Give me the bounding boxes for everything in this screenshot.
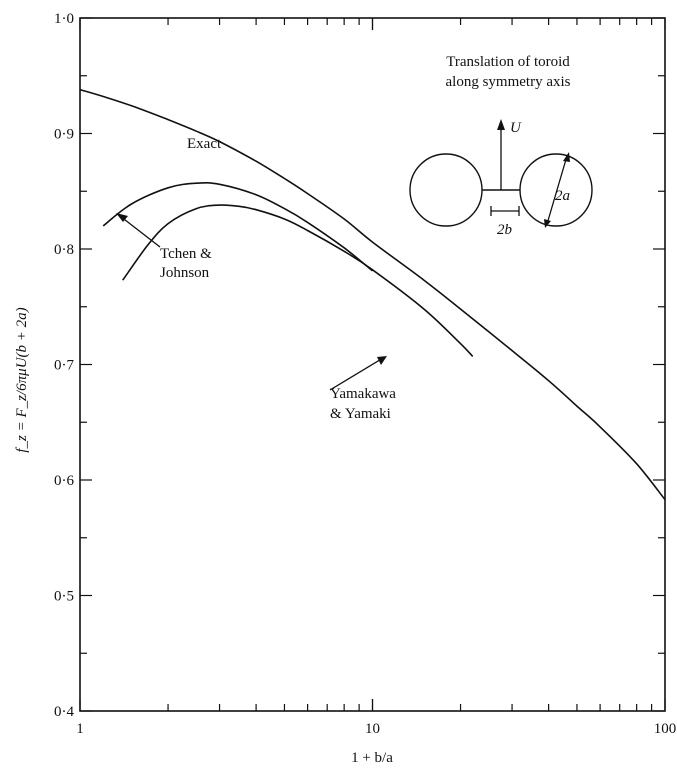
x-tick-label: 10 [365, 721, 380, 737]
yama-arrow-head [377, 356, 387, 365]
velocity-label: U [510, 120, 522, 136]
x-tick-label: 100 [654, 721, 677, 737]
gap-label: 2b [497, 222, 513, 238]
tchen-arrow-line [119, 215, 161, 248]
y-axis-label: f_z = F_z/6πμU(b + 2a) [14, 307, 30, 452]
velocity-arrow-head [497, 119, 505, 130]
label-yama-line1: Yamakawa [330, 386, 396, 402]
y-tick-label: 1·0 [54, 11, 74, 27]
tick-labels-group: 0·4 0·5 0·6 0·7 0·8 0·9 1·0 1 10 100 [54, 11, 676, 737]
inset-title-line1: Translation of toroid [446, 54, 570, 70]
series-line-yamakawa-yamaki [122, 204, 474, 357]
curves-group [79, 88, 666, 501]
series-line-tchen-johnson [102, 181, 374, 272]
label-tchen-line1: Tchen & [160, 246, 212, 262]
series-line-exact [79, 88, 666, 501]
y-tick-label: 0·7 [54, 358, 74, 374]
toroid-inset: Translation of toroid along symmetry axi… [409, 54, 593, 238]
toroid-left-circle [409, 153, 483, 227]
label-yama-line2: & Yamaki [330, 406, 391, 422]
diameter-label: 2a [555, 188, 570, 204]
y-tick-label: 0·8 [54, 242, 74, 258]
x-tick-label: 1 [76, 721, 84, 737]
x-axis-label: 1 + b/a [351, 750, 393, 766]
ticks-group [79, 17, 666, 712]
diameter-line [546, 155, 568, 225]
yama-arrow-line [329, 357, 384, 391]
tchen-arrow-head [116, 213, 128, 222]
inset-title-line2: along symmetry axis [446, 74, 571, 90]
diameter-arrow-bottom [544, 219, 551, 228]
y-tick-label: 0·9 [54, 127, 74, 143]
y-tick-label: 0·6 [54, 473, 74, 489]
label-tchen-line2: Johnson [160, 265, 210, 281]
label-exact: Exact [187, 136, 222, 152]
y-tick-label: 0·5 [54, 589, 74, 605]
y-tick-label: 0·4 [54, 704, 74, 720]
diameter-arrow-top [563, 152, 570, 162]
